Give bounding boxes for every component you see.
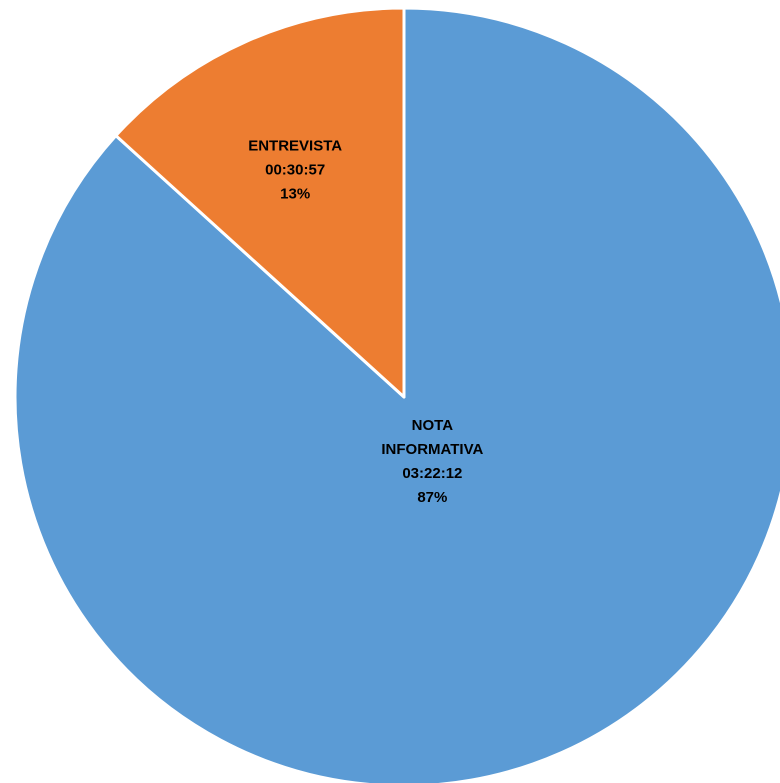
pie-slice-entrevista (114, 6, 406, 399)
data-label-line: INFORMATIVA (381, 441, 483, 458)
pie-slices (13, 6, 780, 783)
data-label-line: ENTREVISTA (248, 137, 342, 154)
data-label-nota-informativa: NOTA INFORMATIVA 03:22:12 87% (381, 417, 483, 506)
data-label-line: NOTA (412, 417, 454, 434)
data-label-line: 87% (417, 489, 447, 506)
data-label-line: 00:30:57 (265, 161, 325, 178)
pie-labels: NOTA INFORMATIVA 03:22:12 87% ENTREVISTA 00:3… (248, 137, 483, 506)
pie-slice-nota-informativa (13, 6, 780, 783)
data-label-entrevista: ENTREVISTA 00:30:57 13% (248, 137, 342, 202)
data-label-line: 03:22:12 (402, 465, 462, 482)
data-label-line: 13% (280, 185, 310, 202)
